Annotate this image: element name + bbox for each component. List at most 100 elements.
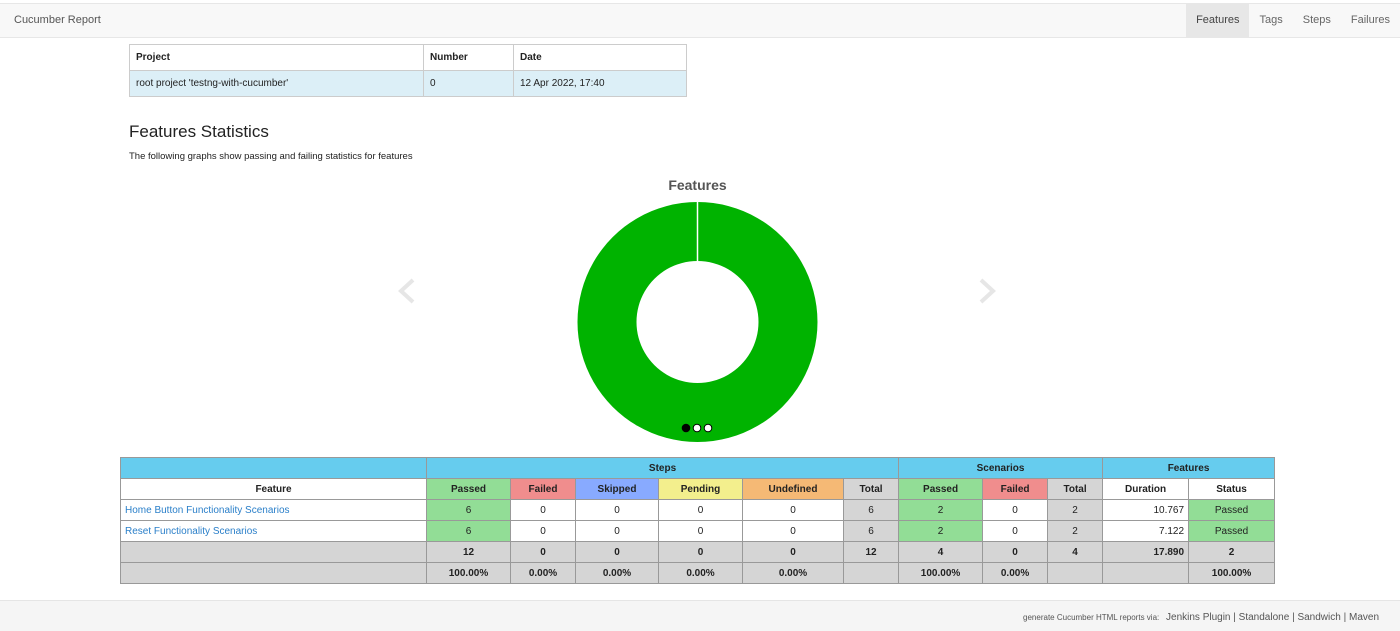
percent-cell: 0.00%: [658, 562, 743, 584]
table-row: Reset Functionality Scenarios 6 0 0 0 0 …: [120, 520, 1276, 542]
scenarios-passed-cell: 2: [898, 499, 984, 521]
scenarios-total-cell: 2: [1047, 520, 1104, 542]
col-scenarios-passed[interactable]: Passed: [898, 478, 984, 500]
project-header: Project: [129, 44, 424, 71]
slice-passed[interactable]: [577, 202, 818, 442]
steps-group-header: Steps: [425, 457, 900, 479]
totals-cell: 0: [510, 541, 576, 563]
features-stats-table: Steps Scenarios Features Feature Passed …: [120, 457, 1276, 584]
percent-cell: 0.00%: [982, 562, 1049, 584]
totals-cell: 0: [575, 541, 659, 563]
footer: generate Cucumber HTML reports via: Jenk…: [0, 600, 1400, 631]
feature-link[interactable]: Home Button Functionality Scenarios: [125, 504, 290, 516]
scenarios-total-cell: 2: [1047, 499, 1104, 521]
brand-link[interactable]: Cucumber Report: [14, 14, 101, 26]
steps-failed-cell: 0: [510, 499, 576, 521]
percent-cell: 0.00%: [742, 562, 844, 584]
chart-title: Features: [668, 177, 727, 193]
percent-cell: [1047, 562, 1104, 584]
col-steps-undefined[interactable]: Undefined: [742, 478, 844, 500]
scenarios-failed-cell: 0: [982, 520, 1049, 542]
col-steps-pending[interactable]: Pending: [658, 478, 743, 500]
totals-cell: 12: [842, 541, 900, 563]
steps-passed-cell: 6: [426, 520, 511, 542]
nav-menu: Features Tags Steps Failures: [1186, 4, 1400, 37]
feature-cell: Home Button Functionality Scenarios: [120, 499, 427, 521]
date-header: Date: [513, 44, 687, 71]
col-scenarios-total[interactable]: Total: [1047, 478, 1104, 500]
steps-skipped-cell: 0: [575, 499, 659, 521]
navbar: Cucumber Report Features Tags Steps Fail…: [0, 3, 1400, 38]
footer-link-sandwich[interactable]: Sandwich: [1297, 612, 1341, 623]
chevron-left-icon: [398, 278, 415, 304]
number-header: Number: [423, 44, 514, 71]
steps-pending-cell: 0: [658, 520, 743, 542]
totals-cell: 0: [742, 541, 844, 563]
col-steps-total[interactable]: Total: [842, 478, 900, 500]
steps-undefined-cell: 0: [742, 520, 844, 542]
percent-cell: 100.00%: [426, 562, 511, 584]
col-status[interactable]: Status: [1188, 478, 1276, 500]
nav-failures[interactable]: Failures: [1350, 14, 1390, 26]
features-chart: Features: [560, 172, 835, 442]
col-feature[interactable]: Feature: [120, 478, 427, 500]
carousel-indicator-3[interactable]: [703, 423, 713, 433]
col-duration[interactable]: Duration: [1102, 478, 1190, 500]
col-steps-skipped[interactable]: Skipped: [575, 478, 659, 500]
nav-features[interactable]: Features: [1186, 4, 1250, 37]
totals-cell: 4: [1047, 541, 1104, 563]
totals-cell: 4: [898, 541, 984, 563]
totals-cell: 2: [1188, 541, 1276, 563]
col-scenarios-failed[interactable]: Failed: [982, 478, 1049, 500]
col-steps-passed[interactable]: Passed: [426, 478, 511, 500]
nav-tags[interactable]: Tags: [1259, 14, 1283, 26]
footer-separator: |: [1292, 612, 1298, 623]
steps-skipped-cell: 0: [575, 520, 659, 542]
chevron-right-icon: [979, 278, 996, 304]
build-info-table: Project Number Date root project 'testng…: [129, 44, 687, 97]
section-title: Features Statistics: [129, 122, 269, 141]
number-value: 0: [423, 70, 514, 97]
steps-total-cell: 6: [842, 520, 900, 542]
totals-cell: 12: [426, 541, 511, 563]
footer-separator: |: [1233, 612, 1239, 623]
scenarios-passed-cell: 2: [898, 520, 984, 542]
features-donut: [577, 202, 818, 442]
percent-cell: 100.00%: [1188, 562, 1276, 584]
table-row: Home Button Functionality Scenarios 6 0 …: [120, 499, 1276, 521]
duration-cell: 7.122: [1102, 520, 1190, 542]
footer-prefix: generate Cucumber HTML reports via:: [1023, 613, 1160, 622]
steps-undefined-cell: 0: [742, 499, 844, 521]
totals-cell: 0: [658, 541, 743, 563]
percent-cell: 0.00%: [575, 562, 659, 584]
percent-cell: 100.00%: [898, 562, 984, 584]
status-cell: Passed: [1188, 520, 1276, 542]
totals-cell: 17.890: [1102, 541, 1190, 563]
percent-cell: [1102, 562, 1190, 584]
project-value: root project 'testng-with-cucumber': [129, 70, 424, 97]
footer-link-jenkins[interactable]: Jenkins Plugin: [1166, 612, 1231, 623]
scenarios-failed-cell: 0: [982, 499, 1049, 521]
footer-link-maven[interactable]: Maven: [1348, 612, 1379, 623]
nav-steps[interactable]: Steps: [1302, 14, 1331, 26]
steps-passed-cell: 6: [426, 499, 511, 521]
status-cell: Passed: [1188, 499, 1276, 521]
scenarios-group-header: Scenarios: [898, 457, 1104, 479]
section-subtitle: The following graphs show passing and fa…: [129, 151, 413, 162]
feature-cell: Reset Functionality Scenarios: [120, 520, 427, 542]
feature-link[interactable]: Reset Functionality Scenarios: [125, 525, 258, 537]
percent-cell: [842, 562, 900, 584]
steps-failed-cell: 0: [510, 520, 576, 542]
footer-link-standalone[interactable]: Standalone: [1238, 612, 1290, 623]
footer-text: generate Cucumber HTML reports via: Jenk…: [1023, 612, 1379, 623]
col-steps-failed[interactable]: Failed: [510, 478, 576, 500]
features-group-header: Features: [1102, 457, 1276, 479]
carousel-indicator-2[interactable]: [692, 423, 702, 433]
totals-cell: [120, 541, 427, 563]
group-empty-header: [120, 457, 427, 479]
carousel-prev-button[interactable]: [396, 276, 418, 306]
carousel-next-button[interactable]: [976, 276, 998, 306]
percents-row: 100.00% 0.00% 0.00% 0.00% 0.00% 100.00% …: [120, 562, 1276, 584]
carousel-indicator-1[interactable]: [681, 423, 691, 433]
steps-total-cell: 6: [842, 499, 900, 521]
